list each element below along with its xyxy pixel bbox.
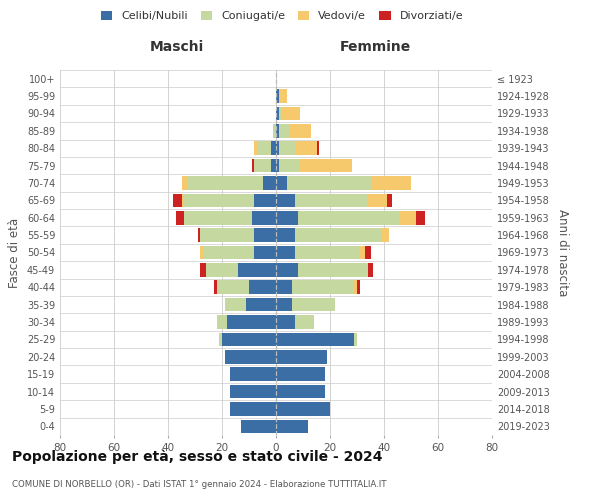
Bar (354, 280, 357, 294)
Legend: Celibi/Nubili, Coniugati/e, Vedovi/e, Divorziati/e: Celibi/Nubili, Coniugati/e, Vedovi/e, Di… (101, 10, 463, 21)
Bar (187, 176, 263, 190)
Bar (371, 176, 411, 190)
Bar (200, 228, 254, 242)
Bar (227, 315, 276, 329)
Bar (278, 142, 295, 155)
Bar (257, 142, 271, 155)
Bar (276, 142, 278, 155)
Text: COMUNE DI NORBELLO (OR) - Dati ISTAT 1° gennaio 2024 - Elaborazione TUTTITALIA.I: COMUNE DI NORBELLO (OR) - Dati ISTAT 1° … (12, 480, 386, 489)
Bar (416, 211, 425, 224)
Bar (365, 246, 371, 260)
Text: Maschi: Maschi (149, 40, 204, 54)
Bar (290, 124, 311, 138)
Bar (230, 402, 276, 415)
Bar (173, 194, 182, 207)
Bar (184, 211, 252, 224)
Bar (368, 263, 373, 276)
Bar (276, 368, 325, 381)
Bar (241, 420, 276, 433)
Bar (254, 228, 276, 242)
Bar (278, 124, 290, 138)
Y-axis label: Anni di nascita: Anni di nascita (556, 209, 569, 296)
Bar (287, 176, 371, 190)
Bar (301, 159, 352, 172)
Bar (276, 194, 295, 207)
Bar (298, 263, 368, 276)
Bar (354, 332, 357, 346)
Bar (274, 124, 276, 138)
Bar (276, 315, 295, 329)
Bar (295, 142, 317, 155)
Bar (217, 280, 249, 294)
Bar (254, 194, 276, 207)
Bar (271, 142, 276, 155)
Bar (254, 142, 257, 155)
Bar (292, 298, 335, 312)
Bar (276, 402, 330, 415)
Bar (247, 298, 276, 312)
Bar (276, 211, 298, 224)
Bar (317, 142, 319, 155)
Bar (200, 263, 206, 276)
Bar (252, 211, 276, 224)
Bar (295, 194, 368, 207)
Bar (387, 194, 392, 207)
Bar (184, 194, 254, 207)
Bar (400, 211, 416, 224)
Bar (276, 280, 292, 294)
Bar (276, 298, 292, 312)
Text: Popolazione per età, sesso e stato civile - 2024: Popolazione per età, sesso e stato civil… (12, 450, 383, 464)
Bar (200, 246, 203, 260)
Bar (217, 315, 227, 329)
Bar (276, 159, 278, 172)
Bar (276, 332, 354, 346)
Bar (276, 176, 287, 190)
Bar (182, 176, 187, 190)
Bar (222, 332, 276, 346)
Bar (298, 211, 400, 224)
Bar (276, 124, 278, 138)
Bar (203, 246, 254, 260)
Bar (295, 246, 360, 260)
Bar (357, 280, 360, 294)
Bar (238, 263, 276, 276)
Bar (276, 350, 328, 364)
Bar (252, 159, 254, 172)
Bar (292, 280, 354, 294)
Bar (220, 332, 222, 346)
Bar (276, 106, 278, 120)
Bar (382, 228, 389, 242)
Bar (278, 159, 301, 172)
Bar (182, 194, 184, 207)
Bar (230, 385, 276, 398)
Bar (249, 280, 276, 294)
Bar (254, 246, 276, 260)
Y-axis label: Fasce di età: Fasce di età (8, 218, 21, 288)
Bar (295, 315, 314, 329)
Bar (276, 228, 295, 242)
Bar (295, 228, 382, 242)
Bar (276, 263, 298, 276)
Bar (225, 298, 247, 312)
Bar (360, 246, 365, 260)
Bar (271, 159, 276, 172)
Bar (198, 228, 200, 242)
Bar (276, 385, 325, 398)
Bar (276, 90, 278, 103)
Bar (254, 159, 271, 172)
Bar (214, 280, 217, 294)
Bar (224, 350, 276, 364)
Bar (230, 368, 276, 381)
Bar (263, 176, 276, 190)
Bar (176, 211, 184, 224)
Bar (281, 106, 300, 120)
Bar (276, 246, 295, 260)
Bar (278, 90, 287, 103)
Bar (368, 194, 387, 207)
Text: Femmine: Femmine (340, 40, 411, 54)
Bar (278, 106, 281, 120)
Bar (206, 263, 238, 276)
Bar (276, 420, 308, 433)
